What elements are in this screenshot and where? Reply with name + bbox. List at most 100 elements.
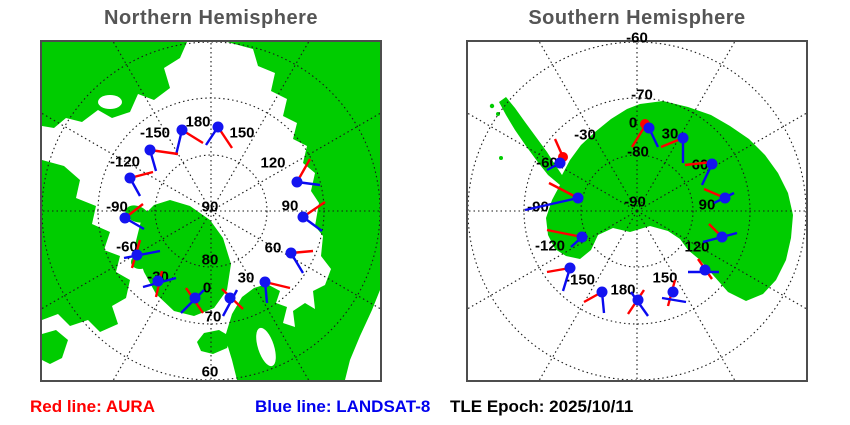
satellite-marker: [684, 158, 718, 186]
landmass-eurasia: [225, 42, 380, 380]
satellite-position-dot: [124, 172, 136, 184]
south-hemisphere-map: -60-70030-30-80-6060-9090-90-120120-1501…: [466, 30, 808, 382]
aura-track-line: [630, 125, 647, 148]
satellite-marker: [524, 181, 584, 212]
satellite-marker: [297, 201, 326, 232]
satellite-position-dot: [212, 121, 224, 133]
satellite-marker: [285, 247, 314, 274]
satellite-marker: [630, 119, 660, 148]
satellite-position-dot: [564, 262, 576, 274]
legend-tle-epoch: TLE Epoch: 2025/10/11: [450, 397, 634, 416]
satellite-marker: [702, 223, 738, 244]
satellite-position-dot: [285, 247, 297, 259]
satellite-position-dot: [152, 275, 164, 287]
graticule-label: 60: [202, 364, 219, 381]
graticule-label: -90: [106, 199, 128, 216]
south-map-title: Southern Hemisphere: [528, 7, 746, 29]
satellite-marker: [180, 287, 205, 314]
latitude-circle: [580, 154, 694, 268]
graticule-label: -80: [627, 144, 649, 161]
satellite-position-dot: [632, 294, 644, 306]
landsat8-track-line: [661, 296, 687, 304]
satellite-marker: [546, 228, 588, 248]
satellite-marker: [546, 262, 576, 292]
satellite-position-dot: [176, 124, 188, 136]
antarctic-island: [489, 103, 495, 109]
satellite-marker: [221, 288, 244, 317]
graticule-label: 180: [610, 282, 635, 299]
satellite-marker: [688, 258, 719, 280]
satellite-position-dot: [224, 292, 236, 304]
landmass-antarctica: [499, 97, 793, 301]
south-landmasses: [489, 97, 793, 301]
north-map-title: Northern Hemisphere: [104, 7, 318, 29]
graticule-label: 90: [699, 197, 716, 214]
satellite-position-dot: [554, 157, 566, 169]
satellite-marker: [119, 203, 145, 231]
graticule-label: 60: [265, 240, 282, 257]
satellite-position-dot: [667, 286, 679, 298]
satellite-position-dot: [572, 192, 584, 204]
satellite-marker: [142, 270, 177, 298]
satellite-position-dot: [576, 231, 588, 243]
satellite-position-dot: [699, 264, 711, 276]
graticule-label: 150: [229, 125, 254, 142]
graticule-label: 0: [629, 115, 637, 132]
graticule-label: 80: [202, 252, 219, 269]
satellite-position-dot: [119, 212, 131, 224]
graticule-label: -90: [624, 194, 646, 211]
satellite-marker: [291, 158, 321, 188]
landmass-canada: [42, 160, 130, 332]
satellite-marker: [627, 289, 649, 317]
satellite-position-dot: [144, 144, 156, 156]
graticule-label: -120: [110, 154, 140, 171]
satellite-marker: [259, 276, 291, 304]
graticule-label: -70: [631, 87, 653, 104]
satellite-position-dot: [716, 231, 728, 243]
graticule-label: 30: [238, 270, 255, 287]
satellite-position-dot: [596, 286, 608, 298]
graticule-label: 30: [662, 126, 679, 143]
graticule-label: 120: [260, 155, 285, 172]
latitude-circle: [154, 154, 268, 268]
satellite-marker: [703, 187, 735, 205]
satellite-position-dot: [297, 211, 309, 223]
graticule-label: -60: [626, 30, 648, 47]
graticule-label: -150: [140, 125, 170, 142]
graticule-label: 70: [205, 309, 222, 326]
graticule: [42, 42, 380, 380]
landsat8-track-line: [524, 196, 579, 212]
graticule-label: 0: [203, 280, 211, 297]
satellite-marker: [583, 286, 608, 314]
graticule-label: -60: [116, 239, 138, 256]
satellite-position-dot: [189, 292, 201, 304]
satellite-marker: [174, 124, 204, 156]
satellite-position-dot: [706, 158, 718, 170]
antarctic-island: [499, 156, 503, 160]
graticule-label: -150: [565, 272, 595, 289]
legend-red-line: Red line: AURA: [30, 397, 155, 416]
landmass-alaska: [42, 42, 187, 128]
graticule-label: -30: [574, 127, 596, 144]
meridian-line: [468, 210, 638, 310]
legend-blue-line: Blue line: LANDSAT-8: [255, 397, 431, 416]
satellite-marker: [124, 170, 154, 197]
graticule-label: 90: [282, 198, 299, 215]
satellite-position-dot: [291, 176, 303, 188]
satellite-marker: [546, 138, 568, 172]
graticule-label: 60: [692, 157, 709, 174]
gulf-of-bothnia: [256, 327, 276, 367]
satellite-position-dot: [259, 276, 271, 288]
satellite-position-dot: [131, 249, 143, 261]
satellite-marker: [660, 132, 689, 163]
satellite-marker: [123, 239, 161, 269]
graticule-label: -120: [535, 238, 565, 255]
north-map-canvas: 180-150150-120120-909090-6060-3030080706…: [42, 42, 380, 381]
north-hemisphere-map: 180-150150-120120-909090-6060-3030080706…: [40, 40, 382, 382]
graticule-label: 90: [202, 199, 219, 216]
graticule-label: 180: [185, 114, 210, 131]
satellite-position-dot: [719, 192, 731, 204]
satellite-marker: [144, 144, 179, 172]
satellite-position-dot: [643, 122, 655, 134]
beaufort-inlet: [98, 95, 122, 109]
